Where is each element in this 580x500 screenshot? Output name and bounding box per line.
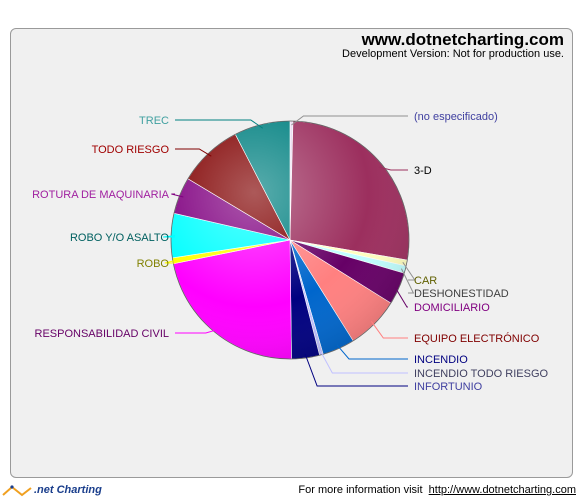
leader-line-domiciliario (394, 286, 408, 308)
slice-label-responsabilidad-civil: RESPONSABILIDAD CIVIL (35, 328, 170, 340)
leader-line-robo (164, 259, 177, 264)
pie-shading (170, 120, 410, 360)
leader-line-infortunio (304, 353, 408, 387)
footer-brand: .net Charting (34, 484, 102, 496)
slice-label-deshonestidad: DESHONESTIDAD (414, 288, 509, 300)
slice-label-rotura-de-maquinaria: ROTURA DE MAQUINARIA (32, 189, 170, 201)
slice-label-3-d: 3-D (414, 165, 432, 177)
slice-label-todo-riesgo: TODO RIESGO (92, 144, 170, 156)
leader-line-equipo-electronico (370, 321, 408, 339)
slice-label-infortunio: INFORTUNIO (414, 381, 483, 393)
slice-label-no-especificado: (no especificado) (414, 111, 498, 123)
leader-line-incendio-todo-riesgo (319, 350, 408, 374)
leader-line-deshonestidad (400, 268, 415, 294)
watermark-title: www.dotnetcharting.com (361, 30, 564, 49)
leader-line-car (402, 261, 416, 281)
leader-line-trec (175, 119, 264, 129)
leader-line-incendio (336, 344, 408, 360)
slice-label-incendio-todo-riesgo: INCENDIO TODO RIESGO (414, 368, 549, 380)
leader-line-robo-y-o-asalto (163, 235, 176, 238)
watermark-subtitle: Development Version: Not for production … (342, 48, 564, 60)
leader-line-responsabilidad-civil (175, 329, 218, 334)
leader-line-rotura-de-maquinaria (171, 193, 184, 198)
slice-label-equipo-electronico: EQUIPO ELECTRÓNICO (414, 332, 540, 345)
dotnetcharting-logo-icon (2, 485, 32, 497)
footer-info: For more information visit http://www.do… (298, 484, 576, 496)
leader-line-3-d (378, 166, 408, 171)
footer-link[interactable]: http://www.dotnetcharting.com (428, 484, 576, 496)
leader-line-no-especificado (291, 115, 408, 126)
slice-label-domiciliario: DOMICILIARIO (414, 302, 490, 314)
leader-line-todo-riesgo (175, 148, 212, 157)
slice-label-robo-y-o-asalto: ROBO Y/O ASALTO (70, 232, 169, 244)
footer-info-text: For more information visit (298, 484, 423, 496)
slice-label-trec: TREC (139, 115, 169, 127)
slice-label-car: CAR (414, 275, 437, 287)
slice-label-robo: ROBO (137, 258, 170, 270)
footer-bar: .net Charting For more information visit… (0, 481, 580, 500)
slice-label-incendio: INCENDIO (414, 354, 468, 366)
